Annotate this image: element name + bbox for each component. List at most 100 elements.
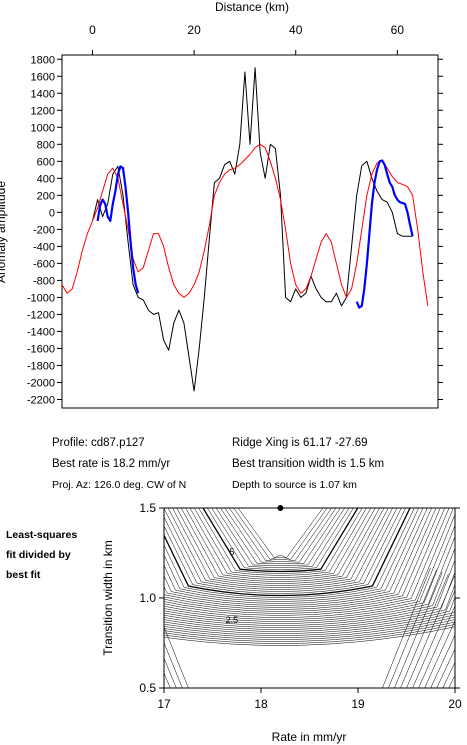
contour-line bbox=[164, 535, 455, 622]
best-fit-point bbox=[277, 505, 284, 511]
y-tick-label: 1400 bbox=[31, 88, 55, 100]
profile-chart: 0 20 40 60 1800 1600 1400 1200 1000 800 600 400 200… bbox=[0, 0, 443, 409]
profile-y-axis-label: Anomaly amplitude bbox=[0, 181, 8, 283]
contour-line bbox=[164, 609, 455, 634]
contour-line bbox=[164, 619, 455, 640]
y-tick-label: -1000 bbox=[27, 292, 55, 304]
x-tick-label: 60 bbox=[391, 23, 405, 37]
contour-line bbox=[164, 508, 402, 592]
contour-line bbox=[194, 508, 367, 576]
series-line-0 bbox=[92, 67, 413, 392]
contour-line bbox=[172, 508, 389, 586]
contour-line bbox=[189, 508, 372, 578]
contour-line bbox=[164, 513, 455, 618]
contour-line bbox=[164, 508, 428, 604]
contour-line bbox=[180, 508, 380, 582]
contour-line bbox=[224, 508, 337, 563]
y-tick-label: 1.5 bbox=[139, 501, 156, 515]
contour-line bbox=[164, 571, 455, 628]
series-line-1 bbox=[61, 143, 429, 306]
azimuth-info: Proj. Az: 126.0 deg. CW of N bbox=[52, 479, 187, 491]
y-tick-label: -1800 bbox=[27, 360, 55, 372]
contour-line bbox=[164, 626, 455, 646]
y-tick-label: -400 bbox=[33, 241, 55, 253]
contour-line bbox=[167, 508, 393, 588]
contour-line bbox=[233, 508, 328, 560]
contour-line bbox=[202, 508, 359, 573]
profile-y-axis: 1800 1600 1400 1200 1000 800 600 400 200 0 -200 -40… bbox=[27, 54, 443, 406]
depth-info: Depth to source is 1.07 km bbox=[232, 479, 357, 491]
contour-line bbox=[418, 605, 455, 688]
x-tick-label: 20 bbox=[187, 23, 201, 37]
contour-line bbox=[412, 589, 455, 688]
misfit-y-axis: 1.5 1.0 0.5 bbox=[139, 501, 460, 695]
ridge-crossing-info: Ridge Xing is 61.17 -27.69 bbox=[232, 437, 368, 449]
x-tick-label: 17 bbox=[157, 697, 171, 711]
y-tick-label: 400 bbox=[37, 173, 55, 185]
contour-line bbox=[164, 508, 424, 602]
contour-label: 5 bbox=[229, 547, 234, 557]
misfit-x-axis-label: Rate in mm/yr bbox=[272, 730, 347, 744]
contour-line bbox=[164, 508, 445, 612]
series-line-2 bbox=[96, 165, 140, 294]
y-tick-label: -1400 bbox=[27, 326, 55, 338]
x-tick-label: 18 bbox=[254, 697, 268, 711]
x-tick-label: 20 bbox=[448, 697, 462, 711]
misfit-contours bbox=[20, 508, 467, 693]
y-tick-label: 0 bbox=[49, 207, 55, 219]
contour-line bbox=[198, 508, 363, 574]
contour-line bbox=[164, 571, 443, 688]
contour-line bbox=[164, 508, 398, 590]
contour-line bbox=[32, 604, 467, 693]
contour-line bbox=[164, 508, 454, 616]
contour-line bbox=[164, 559, 455, 626]
y-tick-label: 1200 bbox=[31, 105, 55, 117]
contour-line bbox=[430, 634, 455, 688]
contour-line bbox=[424, 620, 455, 688]
y-tick-label: -1600 bbox=[27, 343, 55, 355]
profile-info: Profile: cd87.p127 bbox=[52, 437, 145, 449]
misfit-legend-text: Least-squares fit divided by best fit bbox=[6, 525, 106, 585]
y-tick-label: 1800 bbox=[31, 54, 55, 66]
contour-label: 2.5 bbox=[226, 615, 239, 625]
contour-line bbox=[164, 575, 455, 688]
contour-line bbox=[442, 661, 455, 688]
contour-line bbox=[185, 508, 376, 580]
profile-x-axis: 0 20 40 60 bbox=[89, 23, 404, 55]
contour-line bbox=[164, 547, 455, 624]
misfit-chart: 17 18 19 20 1.51.00.5 52.5 Rate in mm/yr Tr… bbox=[20, 501, 467, 744]
contour-line bbox=[228, 508, 332, 562]
y-tick-label: 1600 bbox=[31, 71, 55, 83]
contour-line bbox=[176, 508, 385, 584]
y-tick-label: -200 bbox=[33, 224, 55, 236]
y-tick-label: -2000 bbox=[27, 377, 55, 389]
contour-line bbox=[56, 596, 467, 693]
contour-line bbox=[164, 567, 431, 688]
y-tick-label: -800 bbox=[33, 275, 55, 287]
contour-line bbox=[20, 608, 467, 693]
best-rate-info: Best rate is 18.2 mm/yr bbox=[52, 458, 171, 470]
y-tick-label: 0.5 bbox=[139, 681, 156, 695]
contour-labels: 52.5 bbox=[226, 547, 239, 625]
legend-line: fit divided by bbox=[6, 549, 71, 561]
y-tick-label: -1200 bbox=[27, 309, 55, 321]
contour-line bbox=[164, 508, 450, 614]
y-tick-label: 1000 bbox=[31, 122, 55, 134]
misfit-y-axis-label: Transition width in km bbox=[101, 540, 115, 656]
contour-line bbox=[164, 508, 437, 608]
contour-line bbox=[220, 508, 341, 564]
contour-line bbox=[164, 596, 455, 632]
contour-line bbox=[164, 614, 455, 636]
x-tick-label: 19 bbox=[351, 697, 365, 711]
contour-line bbox=[164, 508, 432, 606]
y-tick-label: 200 bbox=[37, 190, 55, 202]
profile-x-axis-label: Distance (km) bbox=[215, 0, 289, 14]
misfit-x-axis: 17 18 19 20 bbox=[157, 688, 462, 711]
y-tick-label: 800 bbox=[37, 139, 55, 151]
legend-line: Least-squares bbox=[6, 529, 78, 541]
contour-line bbox=[164, 508, 419, 600]
y-tick-label: 600 bbox=[37, 156, 55, 168]
contour-line bbox=[164, 621, 455, 642]
contour-line bbox=[164, 583, 455, 630]
